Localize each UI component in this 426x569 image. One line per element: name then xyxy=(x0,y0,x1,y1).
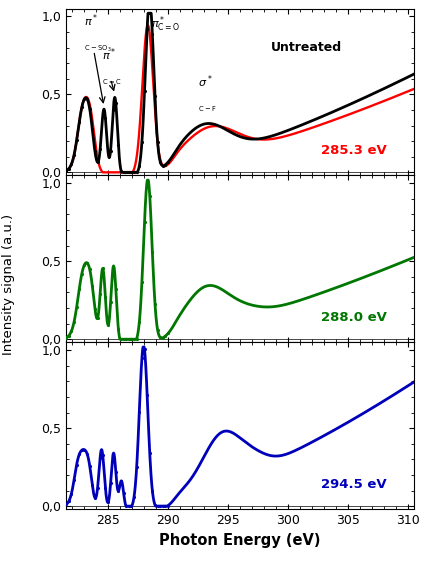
Text: $\pi^*_{\mathrm{C=O}}$: $\pi^*_{\mathrm{C=O}}$ xyxy=(151,15,180,34)
Text: $_{\mathrm{C-F}}$: $_{\mathrm{C-F}}$ xyxy=(198,104,216,114)
Text: $\pi^*$: $\pi^*$ xyxy=(102,47,116,63)
Text: $_{\mathrm{C=C}}$: $_{\mathrm{C=C}}$ xyxy=(102,77,121,87)
Text: $\pi^*$: $\pi^*$ xyxy=(84,12,98,29)
Text: Intensity signal (a.u.): Intensity signal (a.u.) xyxy=(2,214,15,355)
X-axis label: Photon Energy (eV): Photon Energy (eV) xyxy=(159,533,320,548)
Text: 285.3 eV: 285.3 eV xyxy=(320,144,386,156)
Text: $_{\mathrm{C-SO_3}}$: $_{\mathrm{C-SO_3}}$ xyxy=(84,43,112,53)
Text: 294.5 eV: 294.5 eV xyxy=(321,477,386,490)
Text: Untreated: Untreated xyxy=(270,41,341,54)
Text: $\sigma^*$: $\sigma^*$ xyxy=(198,73,213,90)
Text: 288.0 eV: 288.0 eV xyxy=(320,311,386,324)
